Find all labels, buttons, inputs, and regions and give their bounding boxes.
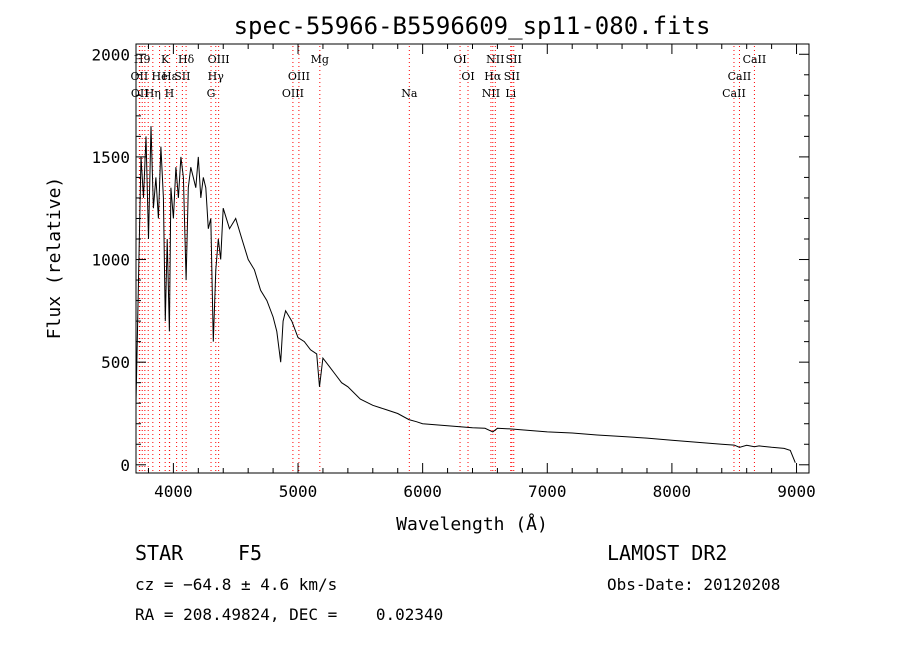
emission-line-label: H9 bbox=[134, 53, 151, 66]
emission-line-label: OII bbox=[131, 87, 149, 100]
y-tick-label: 0 bbox=[120, 456, 130, 475]
x-tick-label: 6000 bbox=[403, 482, 442, 501]
emission-line-label: SII bbox=[174, 70, 190, 83]
redshift-info: cz = −64.8 ± 4.6 km/s bbox=[135, 575, 338, 594]
emission-line-label: Hα bbox=[484, 70, 502, 83]
emission-line-label: Hδ bbox=[178, 53, 195, 66]
emission-line-label: Li bbox=[505, 87, 516, 100]
emission-line-label: OI bbox=[461, 70, 474, 83]
emission-line-label: Hε bbox=[162, 70, 178, 83]
emission-line-label: Mg bbox=[311, 53, 329, 66]
emission-line-label: Na bbox=[401, 87, 418, 100]
emission-line-label: He bbox=[152, 70, 168, 83]
emission-line-label: G bbox=[207, 87, 216, 100]
emission-line-label: NII bbox=[486, 53, 504, 66]
x-tick-label: 5000 bbox=[279, 482, 318, 501]
emission-line-label: H bbox=[165, 87, 175, 100]
y-tick-label: 2000 bbox=[91, 45, 130, 64]
obs-date: Obs-Date: 20120208 bbox=[607, 575, 781, 594]
emission-line-label: SII bbox=[504, 70, 520, 83]
y-tick-label: 1000 bbox=[91, 251, 130, 270]
emission-line-label: CaII bbox=[722, 87, 746, 100]
x-tick-label: 9000 bbox=[777, 482, 816, 501]
emission-line-label: OIII bbox=[288, 70, 310, 83]
x-tick-label: 4000 bbox=[154, 482, 193, 501]
coordinates: RA = 208.49824, DEC = 0.02340 bbox=[135, 605, 444, 624]
y-tick-label: 1500 bbox=[91, 148, 130, 167]
chart-title: spec-55966-B5596609_sp11-080.fits bbox=[234, 12, 711, 40]
x-axis: 4000 5000 6000 7000 8000 9000 bbox=[147, 44, 816, 501]
emission-line-label: OIII bbox=[282, 87, 304, 100]
emission-line-label: SII bbox=[506, 53, 522, 66]
x-tick-label: 7000 bbox=[528, 482, 567, 501]
y-axis-label: Flux (relative) bbox=[44, 177, 65, 340]
x-tick-label: 8000 bbox=[653, 482, 692, 501]
x-axis-label: Wavelength (Å) bbox=[396, 513, 548, 535]
emission-line-label: K bbox=[161, 53, 170, 66]
emission-line-labels: OIIOIIH9HηHeKHHεSIIHδGHγOIIIOIIIOIIIMgNa… bbox=[131, 53, 767, 100]
emission-line-label: OIII bbox=[208, 53, 230, 66]
object-subclass: F5 bbox=[238, 541, 263, 565]
emission-line-label: CaII bbox=[728, 70, 752, 83]
y-axis: 0 500 1000 1500 2000 bbox=[91, 45, 809, 475]
emission-line-label: NII bbox=[482, 87, 500, 100]
emission-line-markers bbox=[138, 46, 755, 472]
emission-line-label: CaII bbox=[743, 53, 767, 66]
spectrum-line bbox=[135, 126, 796, 463]
emission-line-label: Hη bbox=[145, 87, 161, 100]
survey-name: LAMOST DR2 bbox=[607, 541, 728, 565]
emission-line-label: OI bbox=[453, 53, 466, 66]
y-tick-label: 500 bbox=[101, 353, 130, 372]
object-class: STAR bbox=[135, 541, 184, 565]
emission-line-label: OII bbox=[131, 70, 149, 83]
plot-frame bbox=[135, 43, 810, 474]
emission-line-label: Hγ bbox=[208, 70, 225, 83]
